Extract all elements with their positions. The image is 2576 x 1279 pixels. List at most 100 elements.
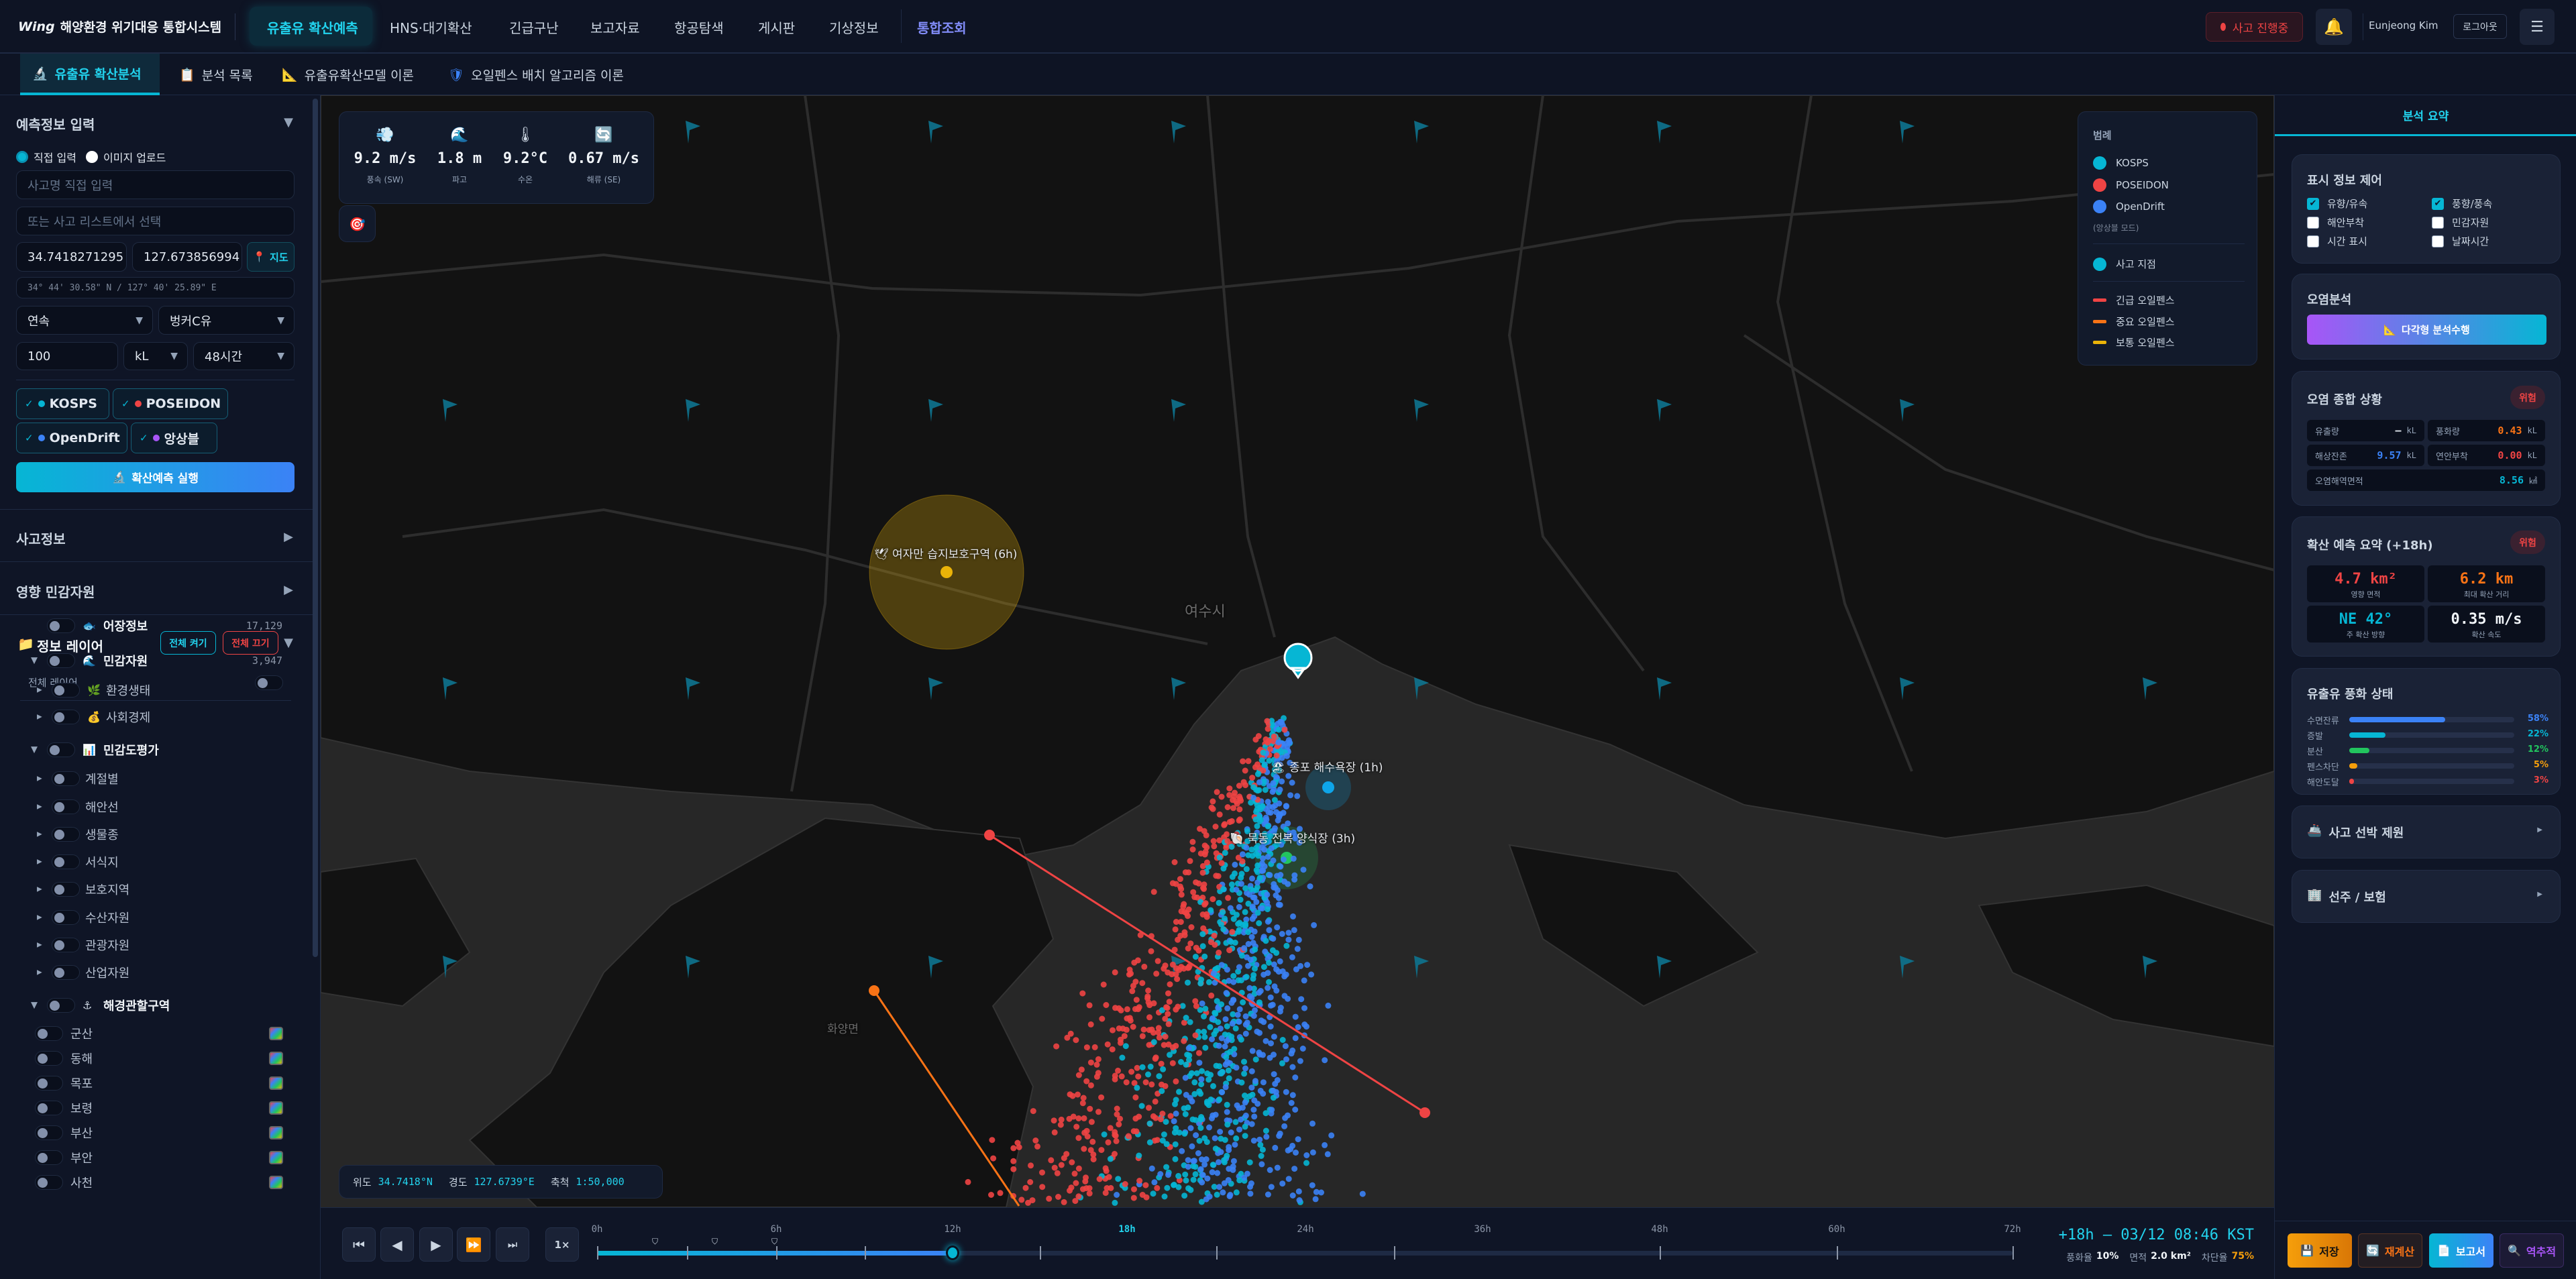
expand-caret-icon[interactable]: ▶	[284, 530, 293, 544]
tab-model-theory[interactable]: 📐 유출유확산모델 이론	[282, 54, 414, 95]
layer-toggle[interactable]	[52, 938, 80, 952]
timeline-thumb[interactable]	[946, 1245, 959, 1260]
expander-caret-icon[interactable]: ▼	[31, 744, 38, 755]
layer-row[interactable]: ▶ 관광자원	[0, 935, 315, 955]
radio-direct-input[interactable]: 직접 입력	[16, 149, 76, 165]
timeline-track[interactable]	[597, 1251, 2012, 1256]
layer-row[interactable]: ▶ 해안선	[0, 797, 315, 817]
layer-toggle[interactable]	[52, 683, 80, 698]
nav-integrated[interactable]: 통합조회	[917, 20, 967, 36]
model-chip-ensemble[interactable]: ✓ 앙상블	[131, 423, 217, 453]
layer-toggle[interactable]	[52, 882, 80, 897]
layer-toggle[interactable]	[52, 854, 80, 869]
expander-caret-icon[interactable]: ▶	[37, 941, 42, 949]
expander-caret-icon[interactable]: ▶	[37, 830, 42, 838]
all-layers-on-button[interactable]: 전체 켜기	[160, 631, 216, 655]
nav-board[interactable]: 게시판	[758, 20, 796, 36]
oil-type-select[interactable]: 벙커C유 ▼	[158, 306, 294, 335]
layer-toggle[interactable]	[52, 799, 80, 814]
nav-rescue[interactable]: 긴급구난	[509, 20, 559, 36]
district-row[interactable]: 부안	[0, 1148, 315, 1168]
color-style-icon[interactable]	[269, 1101, 283, 1115]
logout-button[interactable]: 로그아웃	[2453, 14, 2507, 39]
unit-select[interactable]: kL ▼	[123, 342, 188, 370]
checkbox-icon[interactable]	[2432, 216, 2444, 229]
longitude-input[interactable]: 127.673856994	[132, 242, 242, 272]
layer-toggle[interactable]	[47, 742, 75, 757]
model-chip-opendrift[interactable]: ✓ OpenDrift	[16, 423, 127, 453]
map-canvas[interactable]	[321, 95, 2274, 1207]
layer-row[interactable]: ▶ 서식지	[0, 852, 315, 872]
nav-aerial[interactable]: 항공탐색	[674, 20, 724, 36]
layer-toggle[interactable]	[52, 827, 80, 842]
district-row[interactable]: 목포	[0, 1073, 315, 1093]
model-chip-kosps[interactable]: ✓ KOSPS	[16, 388, 109, 419]
left-scrollbar[interactable]	[313, 99, 318, 957]
expand-caret-icon[interactable]: ▶	[2537, 891, 2542, 898]
save-button[interactable]: 💾 저장	[2288, 1233, 2352, 1268]
district-row[interactable]: 보령	[0, 1098, 315, 1118]
color-style-icon[interactable]	[269, 1027, 283, 1040]
collapse-caret-icon[interactable]: ▼	[284, 115, 293, 129]
fast-forward-icon[interactable]: ⏩	[457, 1227, 490, 1262]
report-button[interactable]: 📄 보고서	[2429, 1233, 2493, 1268]
color-style-icon[interactable]	[269, 1052, 283, 1065]
layer-row[interactable]: ▶ 🌿 환경생태	[0, 680, 315, 700]
speed-button[interactable]: 1×	[545, 1227, 579, 1262]
map-view[interactable]: 여수시 화양면 🕊 여자만 습지보호구역 (6h) 🏖 종포 해수욕장 (1h)…	[321, 95, 2274, 1207]
model-chip-poseidon[interactable]: ✓ POSEIDON	[113, 388, 228, 419]
layer-row[interactable]: ▶ 보호지역	[0, 879, 315, 899]
expander-caret-icon[interactable]: ▶	[37, 913, 42, 922]
expander-caret-icon[interactable]: ▶	[37, 803, 42, 811]
district-row[interactable]: 사천	[0, 1172, 315, 1192]
layer-toggle[interactable]	[52, 710, 80, 724]
release-type-select[interactable]: 연속 ▼	[16, 306, 153, 335]
layer-row[interactable]: ▶ 💰 사회경제	[0, 707, 315, 727]
expander-caret-icon[interactable]: ▼	[31, 655, 38, 666]
nav-oil-spill[interactable]: 유출유 확산예측	[267, 20, 358, 36]
all-layers-off-button[interactable]: 전체 끄기	[223, 631, 278, 655]
layer-row[interactable]: ▶ 산업자원	[0, 962, 315, 983]
incident-name-input[interactable]: 사고명 직접 입력	[16, 170, 294, 199]
bell-icon[interactable]: 🔔	[2316, 9, 2352, 45]
layer-toggle[interactable]	[52, 910, 80, 925]
expander-caret-icon[interactable]: ▶	[37, 713, 42, 721]
district-row[interactable]: 부산	[0, 1123, 315, 1143]
incident-list-select[interactable]: 또는 사고 리스트에서 선택	[16, 207, 294, 235]
tab-oil-spill-analysis[interactable]: 🔬 유출유 확산분석	[20, 54, 160, 95]
expander-caret-icon[interactable]: ▶	[37, 858, 42, 866]
color-style-icon[interactable]	[269, 1176, 283, 1189]
layer-row[interactable]: ▶ 수산자원	[0, 907, 315, 928]
display-option-checkbox[interactable]: ✔ 풍향/풍속	[2432, 197, 2492, 211]
nav-reports[interactable]: 보고자료	[590, 20, 640, 36]
checkbox-icon[interactable]	[2307, 216, 2319, 229]
expander-caret-icon[interactable]: ▶	[37, 885, 42, 893]
expand-caret-icon[interactable]: ▶	[2537, 826, 2542, 834]
district-row[interactable]: 군산	[0, 1023, 315, 1044]
layer-toggle[interactable]	[52, 771, 80, 786]
district-toggle[interactable]	[35, 1150, 63, 1165]
skip-start-icon[interactable]: ⏮	[342, 1227, 376, 1262]
recalculate-button[interactable]: 🔄 재계산	[2358, 1233, 2422, 1268]
step-back-icon[interactable]: ◀	[380, 1227, 414, 1262]
layer-row[interactable]: ▼ ⚓ 해경관할구역	[0, 995, 315, 1015]
layer-toggle[interactable]	[47, 653, 75, 668]
layer-row[interactable]: ▶ 계절별	[0, 769, 315, 789]
owner-insurance-card[interactable]: 🏢 선주 / 보험 ▶	[2292, 870, 2561, 923]
expander-caret-icon[interactable]: ▶	[37, 686, 42, 694]
affected-resources-section[interactable]: 영향 민감자원	[16, 584, 95, 600]
collapse-caret-icon[interactable]: ▼	[284, 636, 293, 650]
tab-analysis-list[interactable]: 📋 분석 목록	[179, 54, 253, 95]
run-prediction-button[interactable]: 🔬 확산예측 실행	[16, 462, 294, 492]
district-toggle[interactable]	[35, 1175, 63, 1190]
display-option-checkbox[interactable]: 시간 표시	[2307, 234, 2367, 248]
layer-toggle[interactable]	[52, 965, 80, 980]
expander-caret-icon[interactable]: ▶	[37, 775, 42, 783]
tab-oilfence-theory[interactable]: 🛡 오일펜스 배치 알고리즘 이론	[448, 54, 624, 95]
fence-marker-icon[interactable]: ⛉	[771, 1237, 778, 1246]
layer-toggle[interactable]	[47, 998, 75, 1013]
fence-marker-icon[interactable]: ⛉	[652, 1237, 659, 1246]
district-row[interactable]: 동해	[0, 1048, 315, 1068]
hamburger-icon[interactable]: ☰	[2520, 9, 2555, 45]
district-toggle[interactable]	[35, 1125, 63, 1140]
